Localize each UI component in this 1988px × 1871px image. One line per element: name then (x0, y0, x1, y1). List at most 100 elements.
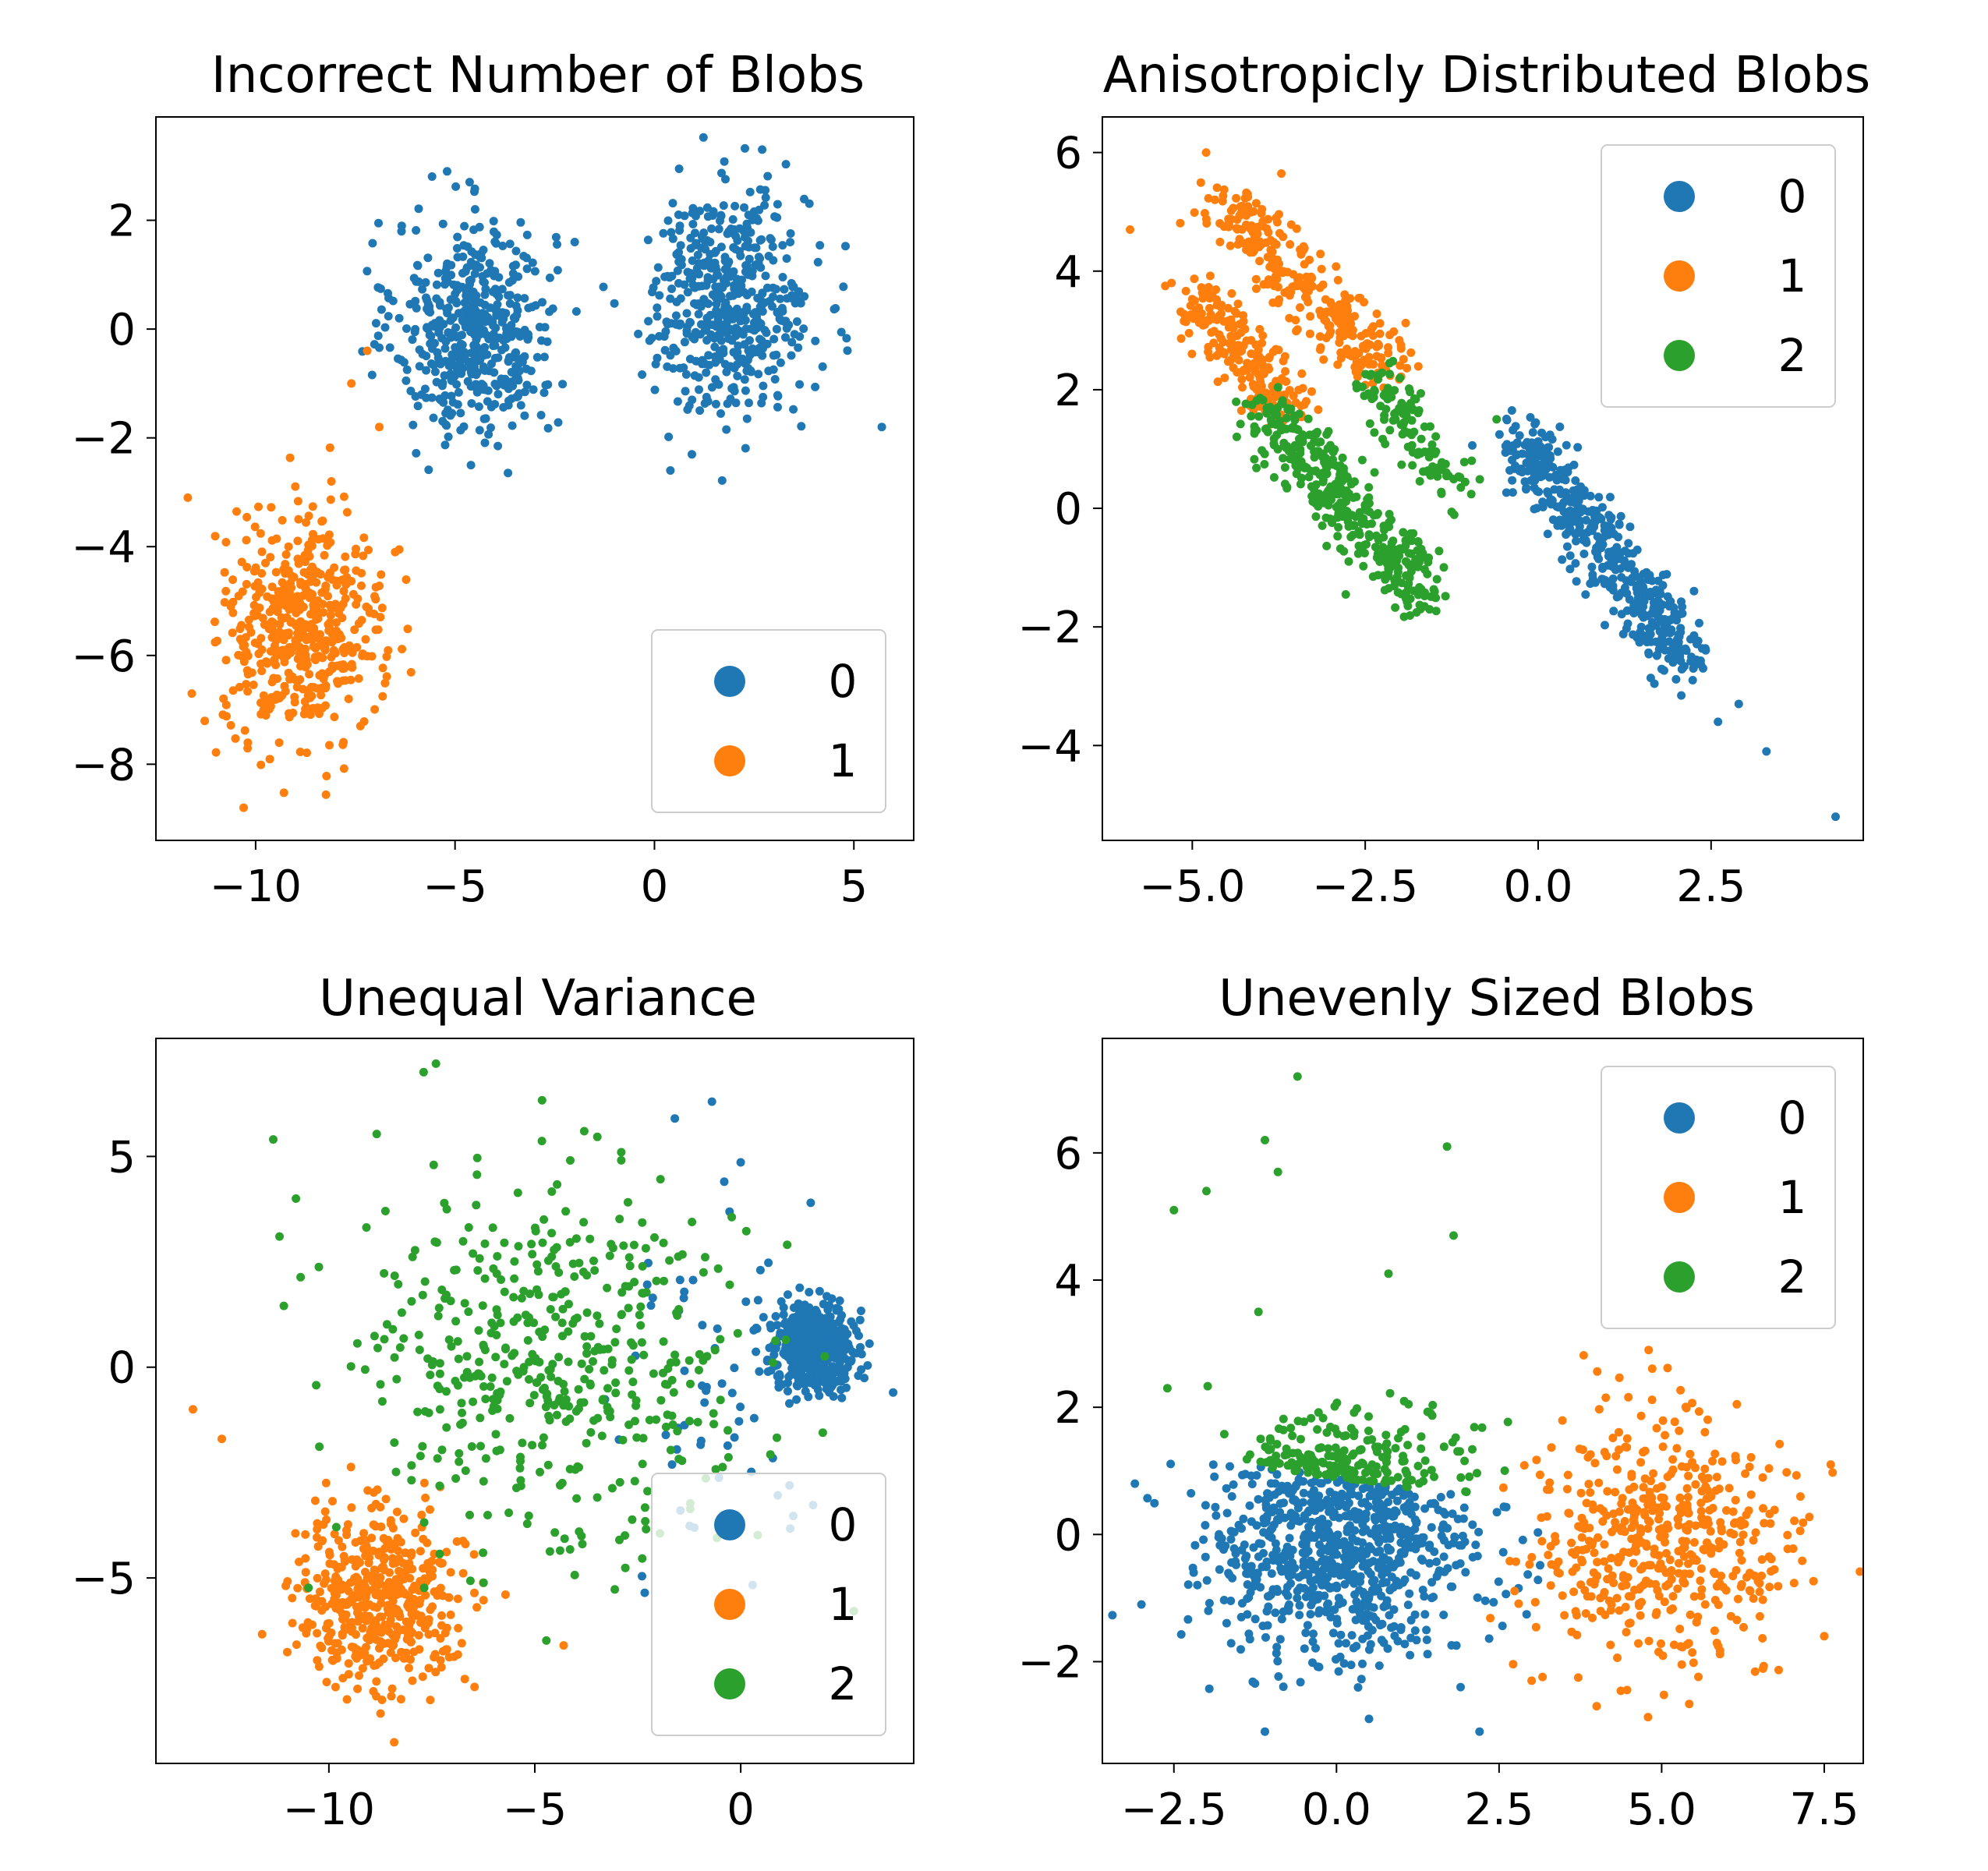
data-point-1 (317, 691, 326, 700)
data-point-0 (773, 402, 782, 412)
data-point-0 (835, 1296, 844, 1305)
data-point-2 (685, 1417, 694, 1426)
data-point-1 (369, 1687, 378, 1696)
data-point-0 (787, 338, 797, 347)
data-point-0 (738, 309, 748, 317)
data-point-2 (577, 1359, 586, 1368)
data-point-0 (1459, 1503, 1469, 1512)
data-point-0 (504, 384, 513, 394)
data-point-0 (805, 1371, 814, 1380)
data-point-0 (438, 416, 447, 426)
data-point-0 (1243, 1610, 1252, 1619)
data-point-2 (610, 1338, 620, 1347)
data-point-2 (585, 1381, 595, 1390)
data-point-1 (313, 1629, 322, 1638)
data-point-1 (272, 534, 281, 543)
data-point-0 (640, 1588, 649, 1597)
data-point-2 (444, 1335, 454, 1344)
data-point-0 (476, 263, 484, 272)
data-point-2 (1434, 546, 1444, 556)
data-point-2 (1426, 471, 1435, 480)
data-point-0 (558, 380, 568, 389)
data-point-0 (1506, 446, 1516, 455)
data-point-2 (543, 1460, 553, 1470)
data-point-1 (278, 586, 287, 596)
data-point-2 (603, 1283, 612, 1293)
data-point-2 (711, 1465, 720, 1474)
data-point-1 (1192, 306, 1201, 315)
data-point-2 (1380, 525, 1388, 535)
data-point-0 (1572, 512, 1581, 522)
data-point-0 (570, 238, 579, 246)
data-point-0 (1659, 627, 1668, 636)
data-point-1 (394, 1578, 404, 1587)
data-point-0 (796, 1371, 805, 1380)
data-point-0 (1831, 812, 1840, 822)
data-point-2 (528, 1441, 537, 1450)
data-point-1 (377, 1523, 386, 1531)
data-point-0 (727, 1388, 737, 1398)
data-point-1 (1304, 274, 1314, 283)
data-point-0 (543, 423, 553, 433)
data-point-1 (1384, 343, 1392, 352)
data-point-2 (431, 1059, 440, 1068)
data-point-2 (502, 1377, 511, 1386)
data-point-2 (659, 1337, 668, 1346)
data-point-0 (420, 384, 430, 394)
data-point-1 (407, 1548, 416, 1558)
data-point-1 (320, 1569, 330, 1579)
data-point-2 (1372, 510, 1381, 519)
data-point-0 (669, 344, 678, 352)
data-point-1 (479, 1596, 488, 1605)
data-point-1 (359, 717, 369, 726)
data-point-0 (1695, 618, 1703, 628)
data-point-0 (810, 1381, 819, 1390)
data-point-0 (776, 1297, 786, 1306)
data-point-1 (327, 477, 336, 486)
data-point-2 (1322, 541, 1332, 550)
data-point-1 (283, 1647, 292, 1657)
data-point-0 (1625, 522, 1635, 532)
data-point-1 (427, 1557, 437, 1565)
data-point-2 (435, 1405, 444, 1414)
data-point-0 (469, 321, 478, 331)
data-point-2 (1318, 521, 1327, 530)
data-point-2 (1409, 529, 1418, 538)
data-point-1 (332, 626, 341, 635)
data-point-1 (218, 1434, 226, 1444)
data-point-0 (666, 466, 675, 475)
data-point-1 (446, 1568, 455, 1577)
data-point-0 (683, 288, 692, 297)
data-point-2 (1415, 582, 1424, 592)
data-point-1 (1219, 191, 1228, 200)
data-point-0 (1618, 629, 1628, 638)
data-point-2 (701, 1253, 709, 1262)
data-point-1 (302, 518, 310, 527)
data-point-2 (457, 1399, 466, 1408)
data-point-2 (695, 1366, 703, 1374)
data-point-2 (733, 1328, 742, 1338)
data-point-1 (318, 703, 327, 713)
data-point-2 (1311, 429, 1320, 438)
data-point-2 (419, 1518, 429, 1527)
data-point-2 (1304, 414, 1313, 423)
data-point-1 (343, 1520, 352, 1529)
data-point-1 (295, 1558, 303, 1566)
data-point-0 (453, 232, 462, 242)
data-point-0 (837, 1393, 847, 1402)
data-point-2 (643, 1487, 653, 1496)
data-point-0 (1274, 1672, 1283, 1681)
data-point-0 (660, 345, 670, 355)
data-point-1 (239, 803, 248, 812)
data-point-1 (346, 1618, 356, 1628)
data-point-1 (266, 553, 275, 562)
data-point-1 (256, 699, 265, 707)
data-point-2 (636, 1302, 646, 1311)
data-point-0 (730, 245, 740, 253)
data-point-0 (792, 317, 801, 326)
data-point-2 (1336, 483, 1346, 493)
data-point-0 (520, 328, 529, 338)
data-point-1 (1369, 359, 1378, 369)
data-point-1 (394, 1589, 404, 1598)
data-point-2 (455, 1448, 464, 1458)
